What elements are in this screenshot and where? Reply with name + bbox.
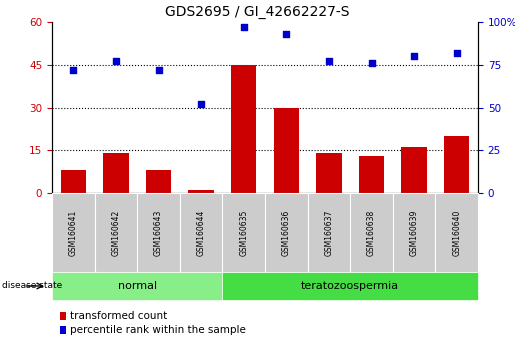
Point <box>325 58 333 64</box>
Text: GSM160644: GSM160644 <box>197 209 205 256</box>
Text: disease state: disease state <box>2 281 62 291</box>
Bar <box>231 65 256 193</box>
Bar <box>401 147 427 193</box>
Text: teratozoospermia: teratozoospermia <box>301 281 399 291</box>
Bar <box>359 156 384 193</box>
Point <box>197 101 205 107</box>
Text: normal: normal <box>117 281 157 291</box>
Point <box>410 53 418 59</box>
Bar <box>188 190 214 193</box>
Bar <box>146 170 171 193</box>
Text: GSM160637: GSM160637 <box>324 209 333 256</box>
Text: GSM160641: GSM160641 <box>69 209 78 256</box>
Bar <box>273 108 299 193</box>
Text: GSM160639: GSM160639 <box>409 209 419 256</box>
Text: transformed count: transformed count <box>70 311 167 321</box>
Point <box>112 58 120 64</box>
Point <box>453 50 461 56</box>
Text: GSM160643: GSM160643 <box>154 209 163 256</box>
Point <box>154 67 163 73</box>
Text: percentile rank within the sample: percentile rank within the sample <box>70 325 246 335</box>
Bar <box>316 153 341 193</box>
Point <box>282 31 290 37</box>
Text: GDS2695 / GI_42662227-S: GDS2695 / GI_42662227-S <box>165 5 350 19</box>
Bar <box>103 153 129 193</box>
Point <box>239 24 248 30</box>
Text: GSM160636: GSM160636 <box>282 209 291 256</box>
Text: GSM160642: GSM160642 <box>111 209 121 256</box>
Text: GSM160635: GSM160635 <box>239 209 248 256</box>
Point <box>367 60 375 66</box>
Bar <box>444 136 470 193</box>
Text: GSM160640: GSM160640 <box>452 209 461 256</box>
Text: GSM160638: GSM160638 <box>367 209 376 256</box>
Point <box>69 67 77 73</box>
Bar <box>61 170 86 193</box>
